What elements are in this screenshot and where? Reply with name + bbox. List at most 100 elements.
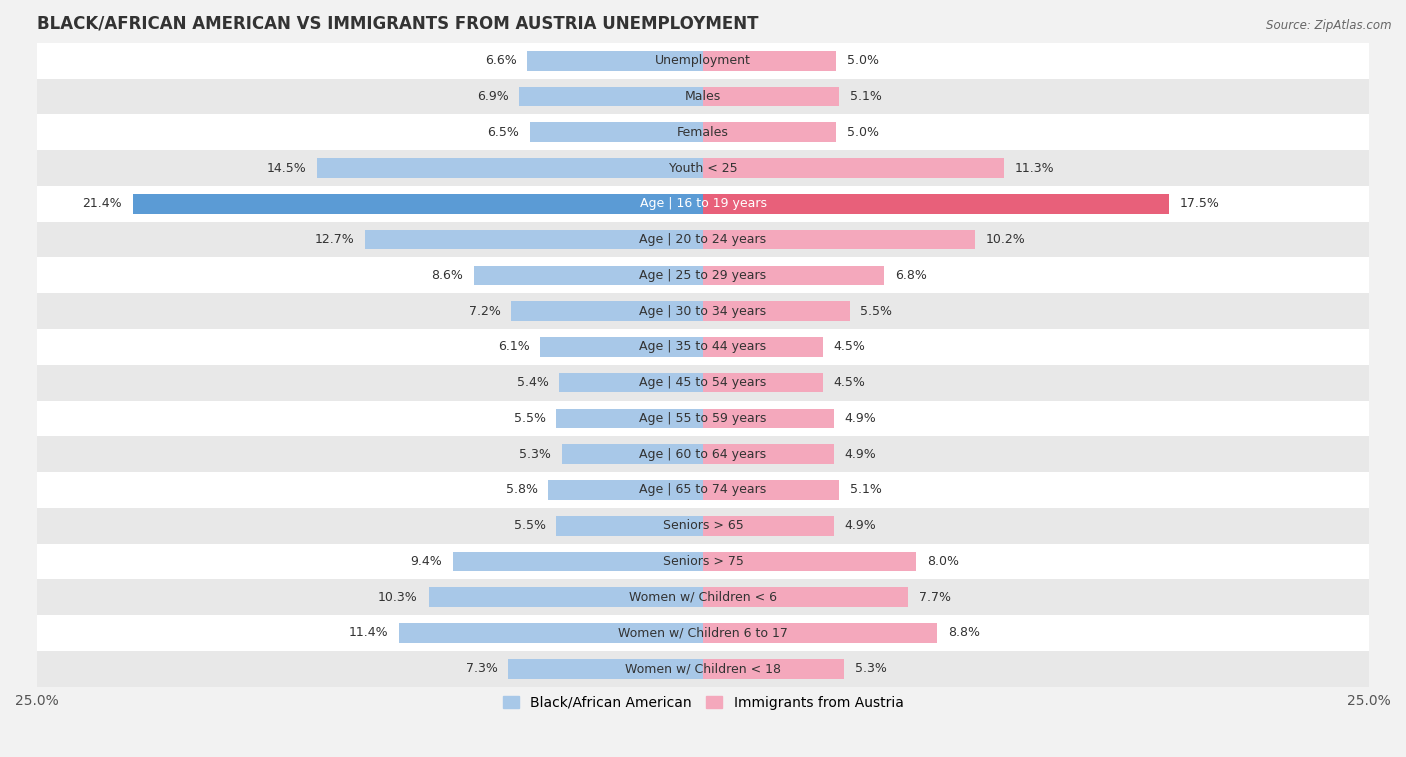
Text: 10.3%: 10.3% xyxy=(378,590,418,603)
Bar xyxy=(37,400,1369,436)
Bar xyxy=(703,552,917,572)
Text: Age | 16 to 19 years: Age | 16 to 19 years xyxy=(640,198,766,210)
Text: 4.9%: 4.9% xyxy=(844,412,876,425)
Bar xyxy=(37,544,1369,579)
Text: Age | 65 to 74 years: Age | 65 to 74 years xyxy=(640,484,766,497)
Bar xyxy=(37,43,1369,79)
Bar xyxy=(512,301,703,321)
Text: 6.5%: 6.5% xyxy=(488,126,519,139)
Bar xyxy=(364,229,703,249)
Bar xyxy=(37,615,1369,651)
Text: 5.5%: 5.5% xyxy=(513,412,546,425)
Bar xyxy=(37,365,1369,400)
Text: 5.1%: 5.1% xyxy=(849,90,882,103)
Bar xyxy=(527,51,703,70)
Bar xyxy=(37,436,1369,472)
Text: 5.5%: 5.5% xyxy=(860,304,893,318)
Bar xyxy=(316,158,703,178)
Bar xyxy=(703,659,844,678)
Bar xyxy=(703,337,823,357)
Text: 5.0%: 5.0% xyxy=(846,55,879,67)
Text: 9.4%: 9.4% xyxy=(411,555,441,568)
Text: 5.0%: 5.0% xyxy=(846,126,879,139)
Text: Age | 60 to 64 years: Age | 60 to 64 years xyxy=(640,447,766,461)
Bar xyxy=(519,87,703,107)
Text: 7.3%: 7.3% xyxy=(465,662,498,675)
Bar xyxy=(703,372,823,392)
Text: 17.5%: 17.5% xyxy=(1180,198,1220,210)
Text: 4.5%: 4.5% xyxy=(834,341,866,354)
Bar xyxy=(474,266,703,285)
Text: 4.5%: 4.5% xyxy=(834,376,866,389)
Bar xyxy=(37,293,1369,329)
Bar xyxy=(562,444,703,464)
Text: Women w/ Children < 18: Women w/ Children < 18 xyxy=(626,662,780,675)
Bar xyxy=(37,472,1369,508)
Bar xyxy=(703,229,974,249)
Text: 4.9%: 4.9% xyxy=(844,447,876,461)
Text: 6.8%: 6.8% xyxy=(894,269,927,282)
Text: Youth < 25: Youth < 25 xyxy=(669,161,737,175)
Bar xyxy=(37,114,1369,150)
Bar xyxy=(37,257,1369,293)
Text: 11.3%: 11.3% xyxy=(1015,161,1054,175)
Text: 4.9%: 4.9% xyxy=(844,519,876,532)
Bar xyxy=(37,579,1369,615)
Bar xyxy=(37,150,1369,186)
Text: Age | 35 to 44 years: Age | 35 to 44 years xyxy=(640,341,766,354)
Text: 5.3%: 5.3% xyxy=(855,662,887,675)
Text: 8.0%: 8.0% xyxy=(927,555,959,568)
Bar xyxy=(560,372,703,392)
Text: Age | 20 to 24 years: Age | 20 to 24 years xyxy=(640,233,766,246)
Bar xyxy=(37,329,1369,365)
Text: Females: Females xyxy=(678,126,728,139)
Text: 12.7%: 12.7% xyxy=(314,233,354,246)
Bar xyxy=(703,194,1170,213)
Bar xyxy=(703,623,938,643)
Bar xyxy=(703,87,839,107)
Text: 6.6%: 6.6% xyxy=(485,55,516,67)
Bar xyxy=(703,587,908,607)
Bar xyxy=(540,337,703,357)
Text: 5.1%: 5.1% xyxy=(849,484,882,497)
Text: 21.4%: 21.4% xyxy=(83,198,122,210)
Text: 6.9%: 6.9% xyxy=(477,90,509,103)
Text: 5.5%: 5.5% xyxy=(513,519,546,532)
Bar xyxy=(37,79,1369,114)
Bar xyxy=(37,186,1369,222)
Text: Age | 45 to 54 years: Age | 45 to 54 years xyxy=(640,376,766,389)
Text: 7.2%: 7.2% xyxy=(468,304,501,318)
Text: 11.4%: 11.4% xyxy=(349,627,388,640)
Bar xyxy=(429,587,703,607)
Text: 10.2%: 10.2% xyxy=(986,233,1025,246)
Text: Source: ZipAtlas.com: Source: ZipAtlas.com xyxy=(1267,19,1392,32)
Text: Males: Males xyxy=(685,90,721,103)
Bar xyxy=(37,222,1369,257)
Bar xyxy=(548,480,703,500)
Text: 6.1%: 6.1% xyxy=(498,341,530,354)
Bar xyxy=(703,51,837,70)
Bar xyxy=(37,508,1369,544)
Text: Age | 25 to 29 years: Age | 25 to 29 years xyxy=(640,269,766,282)
Text: Women w/ Children < 6: Women w/ Children < 6 xyxy=(628,590,778,603)
Bar xyxy=(703,444,834,464)
Text: Women w/ Children 6 to 17: Women w/ Children 6 to 17 xyxy=(619,627,787,640)
Text: 14.5%: 14.5% xyxy=(266,161,307,175)
Bar xyxy=(703,516,834,535)
Text: 5.8%: 5.8% xyxy=(506,484,538,497)
Bar xyxy=(703,123,837,142)
Bar xyxy=(399,623,703,643)
Bar xyxy=(509,659,703,678)
Text: Unemployment: Unemployment xyxy=(655,55,751,67)
Text: BLACK/AFRICAN AMERICAN VS IMMIGRANTS FROM AUSTRIA UNEMPLOYMENT: BLACK/AFRICAN AMERICAN VS IMMIGRANTS FRO… xyxy=(37,15,758,33)
Text: Seniors > 75: Seniors > 75 xyxy=(662,555,744,568)
Bar xyxy=(557,409,703,428)
Bar xyxy=(703,480,839,500)
Bar xyxy=(557,516,703,535)
Bar xyxy=(132,194,703,213)
Bar xyxy=(703,301,849,321)
Bar xyxy=(530,123,703,142)
Bar xyxy=(703,409,834,428)
Text: 5.3%: 5.3% xyxy=(519,447,551,461)
Text: 5.4%: 5.4% xyxy=(516,376,548,389)
